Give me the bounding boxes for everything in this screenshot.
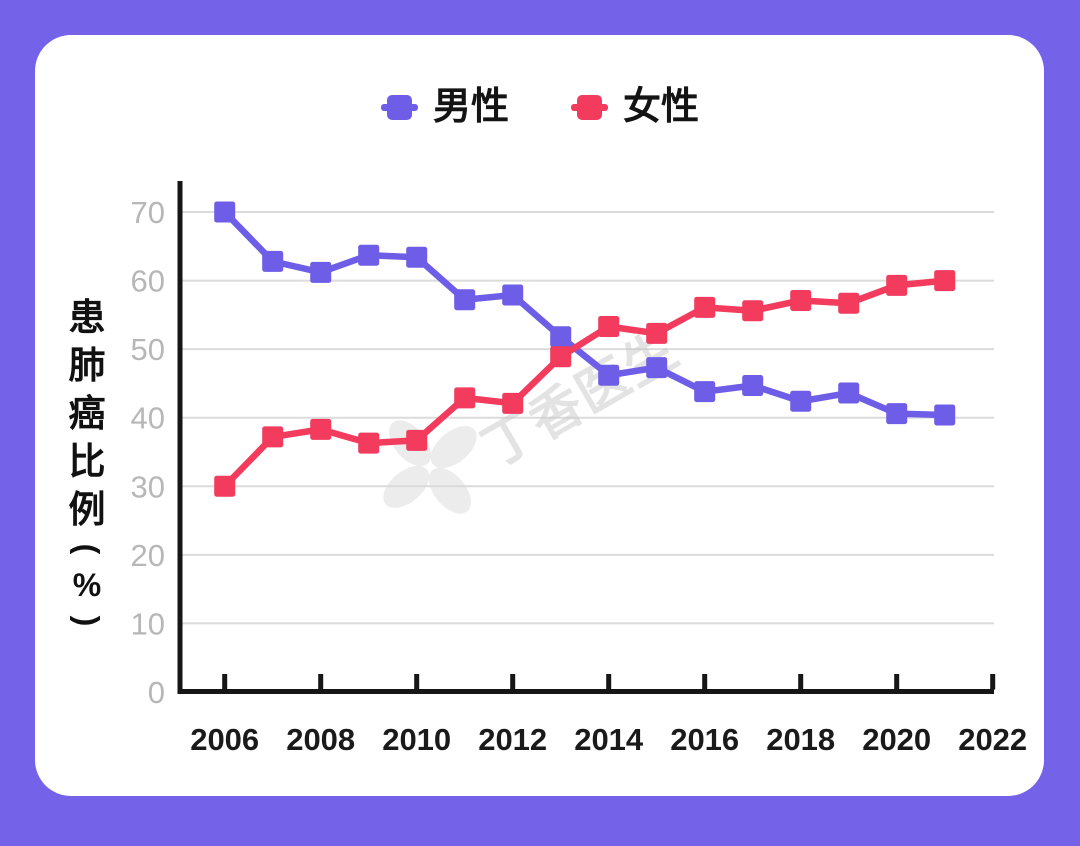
male-data-point xyxy=(406,246,428,268)
axis xyxy=(177,181,994,694)
female-data-point xyxy=(934,270,956,292)
male-data-point xyxy=(358,244,380,266)
male-data-point xyxy=(502,284,524,306)
y-tick-label: 40 xyxy=(131,401,165,436)
female-data-point xyxy=(886,274,908,296)
watermark-flower-petal-icon xyxy=(383,465,430,508)
female-data-point xyxy=(790,289,812,311)
x-tick-label: 2018 xyxy=(766,722,835,757)
female-data-point xyxy=(358,432,380,454)
legend-item-female: 女性 xyxy=(571,88,699,126)
female-data-point xyxy=(502,392,524,414)
y-axis-title-char: 肺 xyxy=(68,345,106,386)
female-data-point xyxy=(262,426,284,448)
legend-item-male: 男性 xyxy=(380,86,509,128)
x-tick-label: 2006 xyxy=(190,722,259,757)
male-line xyxy=(222,209,945,419)
female-data-point xyxy=(454,387,476,409)
x-tick-label: 2012 xyxy=(478,722,547,757)
watermark-flower-petal-icon xyxy=(430,426,477,469)
male-data-point xyxy=(262,250,284,272)
male-data-point xyxy=(598,364,620,386)
male-data-point xyxy=(790,390,812,412)
y-tick-label: 70 xyxy=(131,195,165,230)
y-axis-title-char: 患 xyxy=(68,297,106,338)
x-tick-label: 2014 xyxy=(574,722,644,757)
female-data-point xyxy=(406,429,428,451)
chart-card xyxy=(35,35,1044,796)
female-data-point xyxy=(214,475,236,497)
x-tick-label: 2022 xyxy=(958,722,1027,757)
male-data-point xyxy=(694,381,716,403)
female-series-marker-icon xyxy=(571,94,608,121)
female-data-point xyxy=(598,316,620,338)
y-axis-title-char: 例 xyxy=(68,489,106,530)
legend: 男性 女性 xyxy=(0,88,1080,126)
male-data-point xyxy=(742,374,764,396)
y-tick-label: 50 xyxy=(131,332,165,367)
watermark-flower-petal-icon xyxy=(428,467,471,514)
female-data-point xyxy=(310,418,332,440)
male-data-point xyxy=(886,403,908,425)
male-data-point xyxy=(550,326,572,348)
female-data-point xyxy=(550,346,572,368)
male-data-point xyxy=(646,357,668,379)
female-line xyxy=(222,277,946,489)
male-data-point xyxy=(310,261,332,283)
female-data-point xyxy=(694,296,716,318)
legend-label-male: 男性 xyxy=(432,86,509,128)
legend-label-female: 女性 xyxy=(623,86,700,128)
y-tick-label: 60 xyxy=(131,264,165,299)
x-tick-label: 2008 xyxy=(286,722,355,757)
y-axis-title-char: 比 xyxy=(68,441,106,482)
male-series-marker-icon xyxy=(380,94,418,121)
y-axis-title: 患肺癌比例(%) xyxy=(62,294,112,636)
male-data-point xyxy=(214,201,236,223)
male-data-point xyxy=(934,404,956,426)
female-data-point xyxy=(742,300,764,322)
y-tick-label: 0 xyxy=(148,675,165,710)
male-data-point xyxy=(838,382,860,404)
x-tick-label: 2010 xyxy=(382,722,451,757)
y-tick-label: 20 xyxy=(131,538,165,573)
x-tick-label: 2020 xyxy=(862,722,931,757)
male-data-point xyxy=(454,289,476,311)
x-tick-label: 2016 xyxy=(670,722,739,757)
y-tick-label: 10 xyxy=(131,606,165,641)
y-axis-title-char: % xyxy=(72,567,102,603)
y-axis-title-char: 癌 xyxy=(68,393,106,434)
y-tick-label: 30 xyxy=(131,469,165,504)
female-data-point xyxy=(838,292,860,314)
male-square-swatch xyxy=(386,94,412,120)
female-data-point xyxy=(646,322,668,344)
female-square-swatch xyxy=(577,94,602,120)
